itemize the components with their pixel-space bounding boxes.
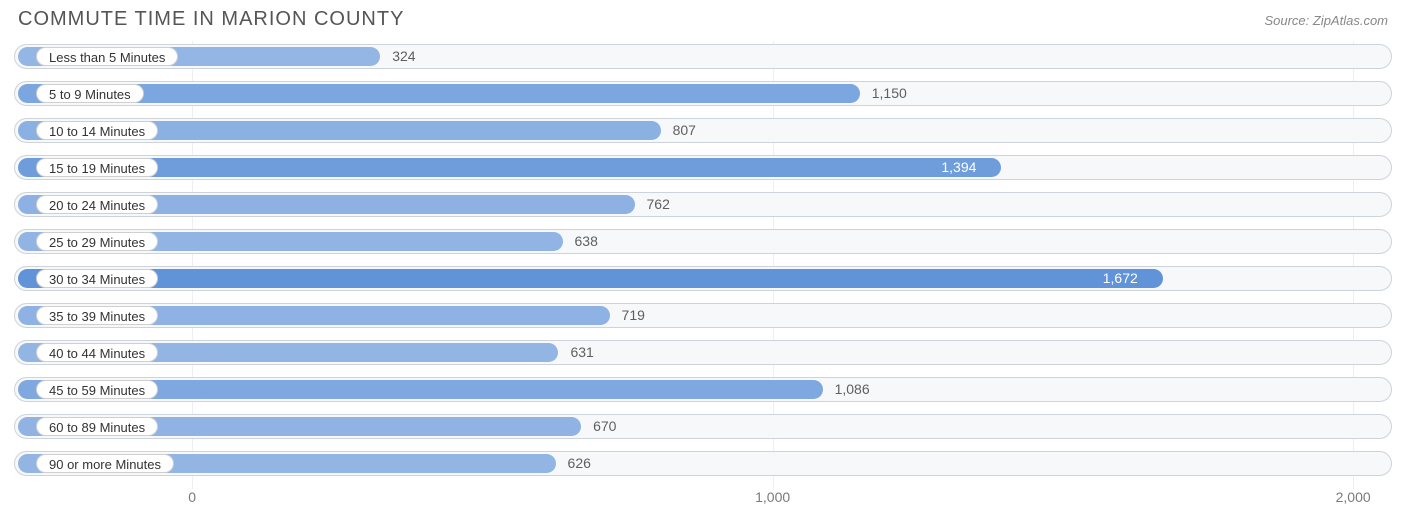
category-label: 20 to 24 Minutes — [36, 195, 158, 214]
bar-row: 45 to 59 Minutes 1,086 — [14, 374, 1392, 405]
bar-row: 20 to 24 Minutes 762 — [14, 189, 1392, 220]
category-label: 90 or more Minutes — [36, 454, 174, 473]
axis-tick: 2,000 — [1336, 489, 1371, 505]
value-label: 719 — [622, 306, 645, 325]
bar-row: Less than 5 Minutes 324 — [14, 41, 1392, 72]
bar-row: 5 to 9 Minutes 1,150 — [14, 78, 1392, 109]
bar — [18, 269, 1163, 288]
bar — [18, 158, 1001, 177]
category-label: 60 to 89 Minutes — [36, 417, 158, 436]
value-label: 807 — [673, 121, 696, 140]
category-label: 10 to 14 Minutes — [36, 121, 158, 140]
bar-row: 35 to 39 Minutes 719 — [14, 300, 1392, 331]
bar-row: 25 to 29 Minutes 638 — [14, 226, 1392, 257]
value-label: 1,672 — [1103, 269, 1138, 288]
axis-tick: 1,000 — [755, 489, 790, 505]
value-label: 1,150 — [872, 84, 907, 103]
chart-header: COMMUTE TIME IN MARION COUNTY Source: Zi… — [14, 8, 1392, 41]
x-axis: 0 1,000 2,000 — [14, 485, 1392, 515]
value-label: 1,086 — [835, 380, 870, 399]
chart-source: Source: ZipAtlas.com — [1264, 13, 1388, 28]
chart-title: COMMUTE TIME IN MARION COUNTY — [18, 8, 404, 31]
value-label: 626 — [568, 454, 591, 473]
category-label: 15 to 19 Minutes — [36, 158, 158, 177]
chart-container: COMMUTE TIME IN MARION COUNTY Source: Zi… — [0, 0, 1406, 522]
category-label: Less than 5 Minutes — [36, 47, 178, 66]
value-label: 638 — [575, 232, 598, 251]
value-label: 670 — [593, 417, 616, 436]
bar-row: 40 to 44 Minutes 631 — [14, 337, 1392, 368]
category-label: 25 to 29 Minutes — [36, 232, 158, 251]
bar-row: 30 to 34 Minutes 1,672 — [14, 263, 1392, 294]
bar-row: 10 to 14 Minutes 807 — [14, 115, 1392, 146]
value-label: 631 — [570, 343, 593, 362]
bar-row: 90 or more Minutes 626 — [14, 448, 1392, 479]
value-label: 762 — [647, 195, 670, 214]
category-label: 5 to 9 Minutes — [36, 84, 144, 103]
category-label: 35 to 39 Minutes — [36, 306, 158, 325]
bar — [18, 84, 860, 103]
category-label: 30 to 34 Minutes — [36, 269, 158, 288]
bar-row: 15 to 19 Minutes 1,394 — [14, 152, 1392, 183]
chart-plot-area: Less than 5 Minutes 324 5 to 9 Minutes 1,15… — [14, 41, 1392, 515]
category-label: 45 to 59 Minutes — [36, 380, 158, 399]
value-label: 1,394 — [941, 158, 976, 177]
value-label: 324 — [392, 47, 415, 66]
bar-row: 60 to 89 Minutes 670 — [14, 411, 1392, 442]
category-label: 40 to 44 Minutes — [36, 343, 158, 362]
axis-tick: 0 — [188, 489, 196, 505]
